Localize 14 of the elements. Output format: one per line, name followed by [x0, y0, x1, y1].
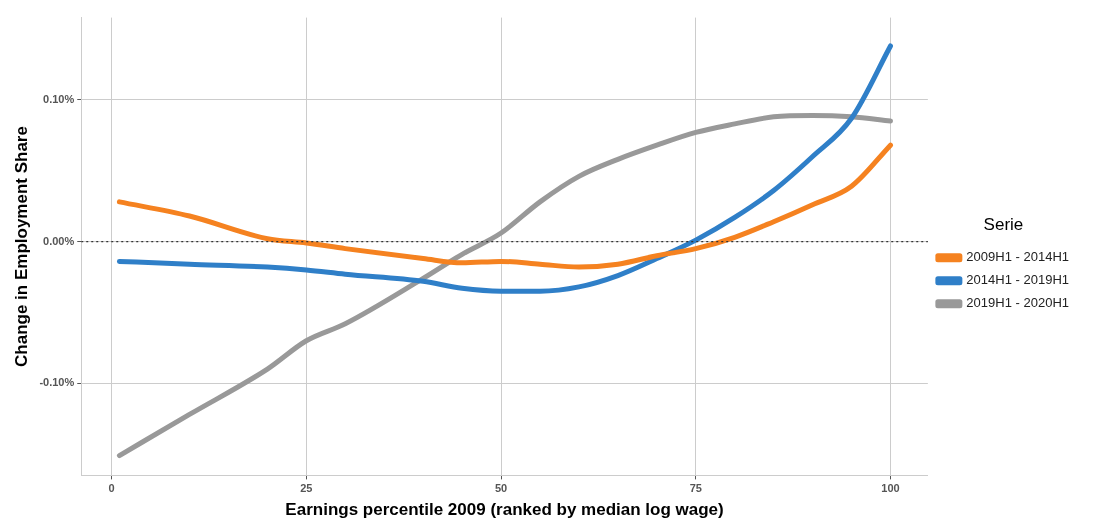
y-tick-label: -0.10%	[39, 376, 75, 389]
legend-label: 2009H1 - 2014H1	[966, 249, 1070, 265]
x-tick-label: 100	[881, 482, 900, 495]
x-tick-label: 50	[494, 482, 508, 495]
x-axis-title: Earnings percentile 2009 (ranked by median log wage)	[285, 500, 724, 520]
x-tick-label: 75	[689, 482, 702, 495]
x-tick-label: 25	[300, 482, 313, 495]
legend-label: 2019H1 - 2020H1	[966, 295, 1070, 311]
y-tick-label: 0.10%	[43, 92, 75, 105]
y-axis-title: Change in Employment Share	[11, 126, 31, 367]
y-tick-label: 0.00%	[43, 234, 75, 247]
legend-label: 2014H1 - 2019H1	[966, 272, 1070, 288]
legend-title: Serie	[983, 214, 1024, 234]
x-tick-label: 0	[108, 482, 115, 495]
